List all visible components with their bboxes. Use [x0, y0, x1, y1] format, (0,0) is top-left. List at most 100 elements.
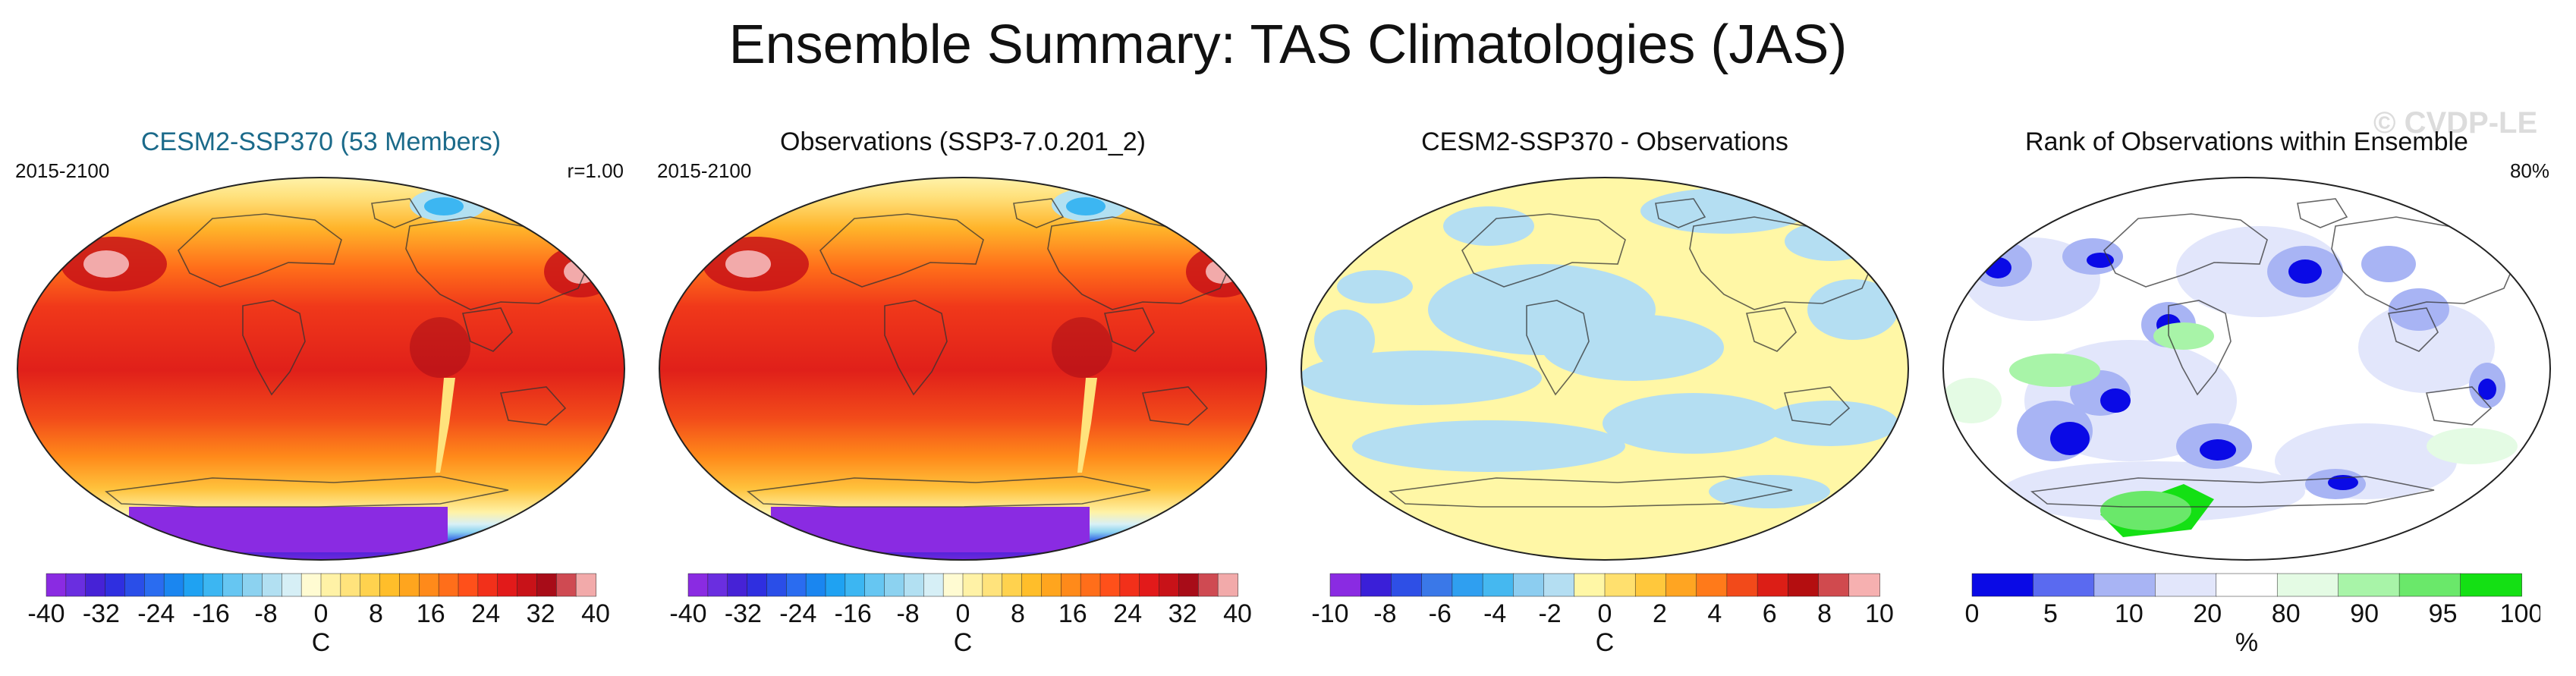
rank-percent-label: 80% — [2509, 159, 2549, 182]
colorbar-tick-label: -6 — [1429, 599, 1452, 628]
colorbar-tick-label: -32 — [725, 599, 762, 628]
colorbar-tick-label: 10 — [1865, 599, 1894, 628]
colorbar-tick-label: 24 — [1113, 599, 1142, 628]
colorbar-swatch — [1178, 573, 1200, 597]
colorbar-swatch — [904, 573, 925, 597]
colorbar-swatch — [1696, 573, 1728, 597]
colorbar-swatch — [1634, 573, 1667, 597]
colorbar-swatch — [786, 573, 807, 597]
colorbar-observations-climatology: -40 -32 -24 -16 -8 0 8 16 24 32 40 — [669, 573, 1252, 628]
colorbar-tick-label: 16 — [417, 599, 445, 628]
colorbar-swatch — [1848, 573, 1880, 597]
colorbar-swatch — [300, 573, 322, 597]
colorbar-swatch — [477, 573, 499, 597]
colorbar-swatch — [320, 573, 341, 597]
colorbar-tick-label: -16 — [193, 599, 230, 628]
colorbar-tick-label: 24 — [471, 599, 500, 628]
colorbar-swatch — [183, 573, 204, 597]
colorbar-swatch — [2398, 573, 2461, 597]
colorbar-swatch — [1139, 573, 1160, 597]
panel-title: CESM2-SSP370 - Observations — [1421, 127, 1788, 156]
colorbar-tick-label: 95 — [2429, 599, 2458, 628]
colorbar-swatch — [517, 573, 538, 597]
colorbar-swatch — [105, 573, 126, 597]
colorbar-swatch — [203, 573, 224, 597]
colorbar-swatch — [46, 573, 67, 597]
map-field — [17, 178, 624, 560]
colorbar-tick-label: 90 — [2350, 599, 2379, 628]
colorbar-swatch — [1159, 573, 1180, 597]
colorbar-swatch — [2338, 573, 2400, 597]
colorbar-swatch — [1421, 573, 1453, 597]
colorbar-swatch — [1119, 573, 1140, 597]
colorbar-swatch — [438, 573, 459, 597]
colorbar-difference: -10 -8 -6 -4 -2 0 2 4 6 8 10 — [1311, 573, 1894, 628]
colorbar-swatch — [1329, 573, 1362, 597]
colorbar-swatch — [458, 573, 479, 597]
colorbar-swatch — [1726, 573, 1758, 597]
map-model-climatology — [17, 177, 625, 561]
colorbar-swatch — [222, 573, 244, 597]
colorbar-tick-label: 4 — [1707, 599, 1722, 628]
colorbar-tick-label: 0 — [956, 599, 970, 628]
colorbar-tick-label: 0 — [314, 599, 329, 628]
colorbar-tick-label: -16 — [835, 599, 872, 628]
colorbar-swatch — [845, 573, 866, 597]
colorbar-tick-label: 20 — [2193, 599, 2222, 628]
colorbar-tick-label: -4 — [1483, 599, 1506, 628]
colorbar-tick-label: -40 — [27, 599, 64, 628]
colorbar-swatch — [1604, 573, 1637, 597]
colorbar-swatch — [2460, 573, 2522, 597]
colorbar-swatch — [766, 573, 788, 597]
period-label: 2015-2100 — [657, 159, 752, 182]
colorbar-tick-label: 2 — [1653, 599, 1667, 628]
colorbar-swatch — [1002, 573, 1023, 597]
colorbar-tick-label: 0 — [1965, 599, 1980, 628]
map-boundary — [1301, 177, 1909, 561]
colorbar-unit-label: C — [311, 628, 331, 657]
colorbar-tick-label: -8 — [896, 599, 919, 628]
colorbar-swatch — [805, 573, 826, 597]
colorbar-swatch — [242, 573, 263, 597]
colorbar-swatch — [379, 573, 401, 597]
colorbar-swatch — [163, 573, 184, 597]
colorbar-swatch — [2093, 573, 2156, 597]
colorbar-rank: 0 5 10 20 80 90 95 100 — [1965, 573, 2540, 628]
colorbar-swatch — [2155, 573, 2217, 597]
colorbar-swatch — [536, 573, 558, 597]
colorbar-swatch — [727, 573, 748, 597]
colorbar-swatch — [1818, 573, 1850, 597]
colorbar-swatch — [1217, 573, 1238, 597]
colorbar-swatch — [923, 573, 944, 597]
panel-model-climatology: CESM2-SSP370 (53 Members) 2015-2100 r=1.… — [0, 121, 642, 676]
colorbar-swatch — [2033, 573, 2095, 597]
colorbar-swatch — [707, 573, 728, 597]
colorbar-swatch — [575, 573, 596, 597]
colorbar-swatch — [1574, 573, 1606, 597]
colorbar-model-climatology: -40 -32 -24 -16 -8 0 8 16 24 32 40 — [27, 573, 610, 628]
watermark: © CVDP-LE — [2373, 106, 2538, 140]
colorbar-unit-label: C — [1595, 628, 1615, 657]
colorbar-swatch — [1788, 573, 1820, 597]
colorbar-tick-label: 8 — [1011, 599, 1025, 628]
colorbar-tick-label: 40 — [581, 599, 610, 628]
colorbar-swatch — [1099, 573, 1121, 597]
colorbar-swatch — [2216, 573, 2279, 597]
colorbar-swatch — [419, 573, 439, 597]
map-boundary — [17, 177, 625, 561]
colorbar-tick-label: 32 — [1168, 599, 1197, 628]
pattern-correlation-label: r=1.00 — [567, 159, 624, 182]
colorbar-swatch — [1391, 573, 1423, 597]
colorbar-swatch — [1080, 573, 1101, 597]
colorbar-swatch — [2276, 573, 2339, 597]
colorbar-swatch — [884, 573, 905, 597]
colorbar-swatch — [124, 573, 146, 597]
colorbar-swatch — [85, 573, 106, 597]
colorbar-tick-label: -10 — [1311, 599, 1348, 628]
colorbar-swatch — [942, 573, 964, 597]
colorbar-tick-label: 32 — [527, 599, 555, 628]
colorbar-swatch — [687, 573, 709, 597]
colorbar-swatch — [282, 573, 302, 597]
colorbar-swatch — [982, 573, 1003, 597]
colorbar-swatch — [1452, 573, 1483, 597]
